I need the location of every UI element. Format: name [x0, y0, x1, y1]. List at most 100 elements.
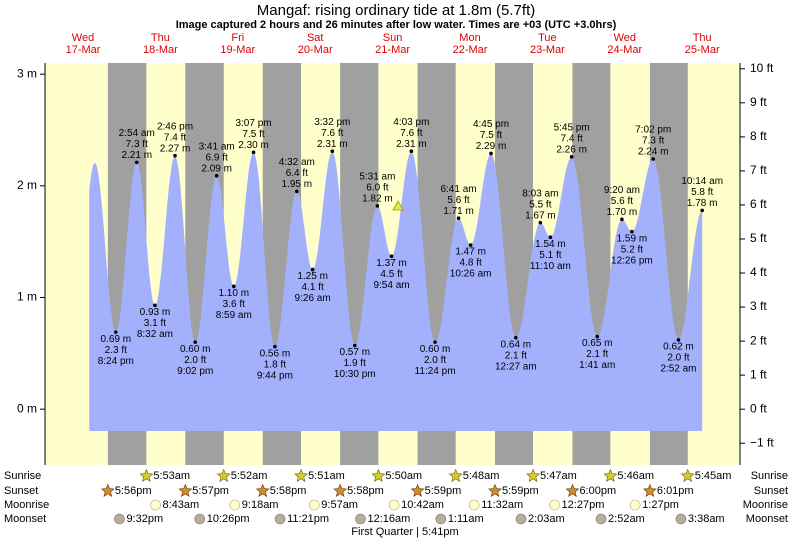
sunrise-time: 5:46am — [617, 470, 654, 482]
sunrise-icon — [603, 468, 618, 482]
tide-height: 2.29 m — [476, 141, 507, 152]
y2-tick-label: 5 ft — [750, 231, 767, 245]
moonset-time: 9:32pm — [126, 513, 163, 525]
moonrise-icon — [629, 499, 641, 511]
tide-time: 2:46 pm — [157, 121, 193, 132]
tide-height: 1.95 m — [282, 179, 313, 190]
tide-feet: 2.3 ft — [105, 345, 127, 356]
tide-height: 1.82 m — [362, 194, 393, 205]
chart-subtitle: Image captured 2 hours and 26 minutes af… — [176, 19, 617, 31]
sunrise-time: 5:51am — [308, 470, 345, 482]
row-label: Moonrise — [743, 499, 788, 511]
day-date: 22-Mar — [453, 44, 488, 56]
sunrise-icon — [680, 468, 695, 482]
moonrise-time: 10:42am — [401, 499, 444, 511]
tide-height: 1.37 m — [376, 258, 407, 269]
day-date: 23-Mar — [530, 44, 565, 56]
tide-point — [375, 204, 380, 208]
sunrise-icon — [294, 468, 308, 482]
day-name: Fri — [231, 32, 244, 44]
day-name: Sun — [383, 32, 403, 44]
tide-point — [231, 284, 236, 289]
tide-time: 5:31 am — [359, 172, 395, 183]
row-label: Sunset — [754, 485, 788, 497]
tide-point — [651, 157, 655, 161]
moonrise-time: 8:43am — [163, 499, 200, 511]
tide-time: 3:32 pm — [314, 117, 350, 128]
sunrise-time: 5:47am — [540, 470, 577, 482]
tide-feet: 6.4 ft — [286, 168, 308, 179]
tide-time: 9:26 am — [295, 293, 331, 304]
tide-point — [214, 173, 219, 178]
tide-height: 1.59 m — [617, 233, 648, 244]
day-date: 25-Mar — [685, 44, 720, 56]
tide-point — [456, 216, 461, 221]
tide-height: 2.31 m — [396, 139, 427, 150]
tide-height: 0.69 m — [101, 334, 132, 345]
tide-height: 1.67 m — [525, 210, 556, 221]
chart-title: Mangaf: rising ordinary tide at 1.8m (5.… — [257, 2, 535, 19]
moonset-icon — [194, 513, 206, 525]
moonset-time: 3:38am — [688, 513, 725, 525]
tide-feet: 6.9 ft — [206, 152, 228, 163]
tide-point — [569, 155, 574, 159]
moonset-icon — [114, 513, 125, 525]
day-date: 17-Mar — [66, 44, 101, 56]
moonset-icon — [515, 513, 527, 525]
sunset-time: 5:58pm — [270, 485, 307, 497]
tide-point — [620, 217, 624, 222]
tide-point — [193, 340, 198, 344]
tide-time: 3:07 pm — [235, 118, 271, 129]
day-date: 18-Mar — [143, 44, 178, 56]
tide-time: 2:54 am — [119, 128, 155, 139]
tide-feet: 2.0 ft — [184, 355, 206, 366]
moonset-time: 11:21pm — [287, 513, 329, 525]
sunset-time: 6:00pm — [579, 485, 616, 497]
sunrise-time: 5:53am — [153, 470, 190, 482]
sunset-icon — [488, 483, 502, 497]
tide-height: 2.24 m — [638, 147, 669, 158]
sunset-icon — [565, 483, 580, 497]
y2-tick-label: −1 ft — [750, 435, 774, 449]
sunrise-icon — [448, 468, 463, 482]
tide-height: 1.54 m — [535, 239, 566, 250]
tide-feet: 6.0 ft — [366, 183, 388, 194]
sunset-icon — [642, 483, 657, 497]
y2-tick-label: 4 ft — [750, 265, 767, 279]
tide-time: 12:26 pm — [611, 255, 653, 266]
tide-height: 0.56 m — [260, 348, 291, 359]
tide-point — [295, 189, 299, 194]
tide-feet: 7.3 ft — [642, 136, 664, 147]
row-label: Sunrise — [751, 470, 788, 482]
tide-height: 1.70 m — [607, 207, 638, 218]
moonset-icon — [595, 513, 607, 525]
tide-feet: 2.0 ft — [667, 353, 689, 364]
sunset-time: 5:59pm — [425, 485, 462, 497]
moonrise-time: 1:27pm — [642, 499, 679, 511]
tide-point — [173, 153, 177, 158]
tide-point — [113, 330, 118, 334]
tide-point — [433, 340, 437, 344]
moonset-time: 10:26pm — [207, 513, 250, 525]
tide-feet: 7.4 ft — [164, 132, 186, 143]
tide-feet: 7.4 ft — [561, 133, 583, 144]
sunrise-icon — [216, 468, 231, 482]
sunset-icon — [333, 483, 348, 497]
tide-point — [514, 335, 518, 340]
y2-tick-label: 2 ft — [750, 333, 767, 347]
tide-height: 2.09 m — [201, 163, 232, 174]
sunset-time: 5:59pm — [502, 485, 539, 497]
tide-feet: 5.5 ft — [529, 199, 551, 210]
tide-time: 11:24 pm — [415, 366, 456, 377]
tide-feet: 5.1 ft — [539, 250, 561, 261]
tide-feet: 4.5 ft — [380, 269, 402, 280]
y-tick-label: 2 m — [17, 178, 37, 192]
tide-feet: 4.8 ft — [460, 258, 482, 269]
sunrise-time: 5:50am — [385, 470, 422, 482]
plot-area — [40, 63, 745, 465]
tide-feet: 5.8 ft — [691, 187, 713, 198]
tide-feet: 7.5 ft — [242, 129, 264, 140]
sunset-icon — [100, 483, 115, 497]
tide-feet: 5.2 ft — [621, 244, 643, 255]
tide-height: 1.78 m — [687, 198, 718, 209]
